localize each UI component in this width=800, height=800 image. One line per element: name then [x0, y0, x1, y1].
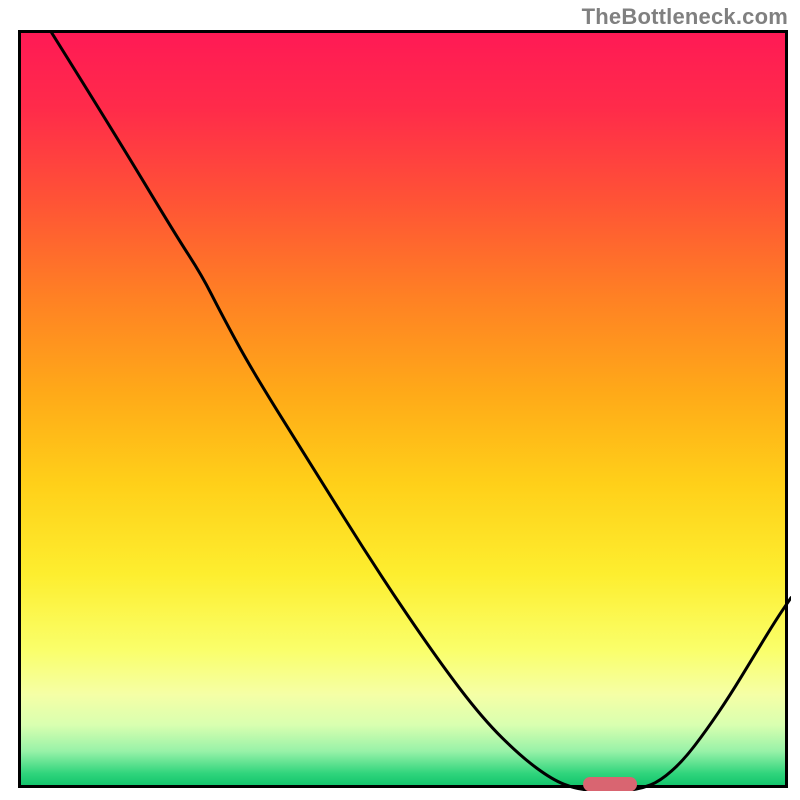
plot-svg	[21, 33, 791, 791]
bottleneck-curve	[52, 33, 791, 791]
watermark-text: TheBottleneck.com	[582, 4, 788, 30]
optimal-marker	[583, 777, 637, 791]
canvas-root: TheBottleneck.com	[0, 0, 800, 800]
plot-frame	[18, 30, 788, 788]
